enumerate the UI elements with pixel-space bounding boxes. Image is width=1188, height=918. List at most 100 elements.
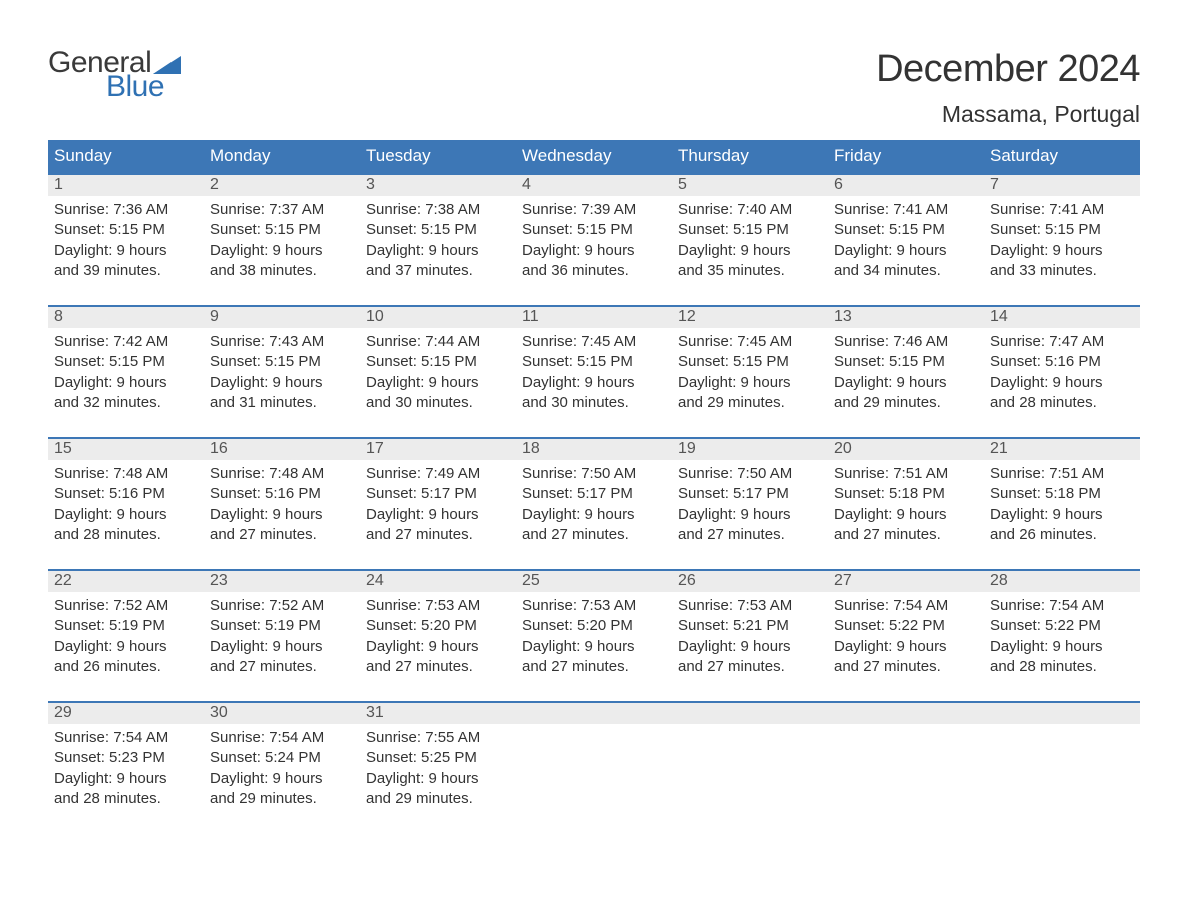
sunrise-text: Sunrise: 7:36 AM — [54, 200, 198, 220]
daylight-text-2: and 30 minutes. — [366, 393, 510, 413]
day-body: Sunrise: 7:54 AMSunset: 5:23 PMDaylight:… — [48, 724, 204, 813]
daylight-text-2: and 29 minutes. — [678, 393, 822, 413]
daylight-text-2: and 37 minutes. — [366, 261, 510, 281]
daylight-text-2: and 29 minutes. — [834, 393, 978, 413]
weekday-header: Monday — [204, 140, 360, 173]
sunset-text: Sunset: 5:15 PM — [54, 220, 198, 240]
day-number: 15 — [48, 439, 204, 460]
sunset-text: Sunset: 5:21 PM — [678, 616, 822, 636]
daylight-text-1: Daylight: 9 hours — [678, 373, 822, 393]
weeks-container: 1Sunrise: 7:36 AMSunset: 5:15 PMDaylight… — [48, 173, 1140, 815]
sunset-text: Sunset: 5:15 PM — [522, 352, 666, 372]
day-cell: 31Sunrise: 7:55 AMSunset: 5:25 PMDayligh… — [360, 703, 516, 815]
day-cell: 26Sunrise: 7:53 AMSunset: 5:21 PMDayligh… — [672, 571, 828, 683]
sunrise-text: Sunrise: 7:45 AM — [522, 332, 666, 352]
page-title: December 2024 — [876, 48, 1140, 91]
day-number — [516, 703, 672, 724]
day-body: Sunrise: 7:47 AMSunset: 5:16 PMDaylight:… — [984, 328, 1140, 417]
weekday-header-row: Sunday Monday Tuesday Wednesday Thursday… — [48, 140, 1140, 173]
day-number: 19 — [672, 439, 828, 460]
daylight-text-2: and 26 minutes. — [54, 657, 198, 677]
daylight-text-2: and 27 minutes. — [678, 525, 822, 545]
day-body: Sunrise: 7:53 AMSunset: 5:21 PMDaylight:… — [672, 592, 828, 681]
weekday-header: Thursday — [672, 140, 828, 173]
day-body: Sunrise: 7:37 AMSunset: 5:15 PMDaylight:… — [204, 196, 360, 285]
day-cell — [828, 703, 984, 815]
weekday-header: Friday — [828, 140, 984, 173]
day-body: Sunrise: 7:39 AMSunset: 5:15 PMDaylight:… — [516, 196, 672, 285]
sunrise-text: Sunrise: 7:40 AM — [678, 200, 822, 220]
day-body: Sunrise: 7:49 AMSunset: 5:17 PMDaylight:… — [360, 460, 516, 549]
daylight-text-2: and 27 minutes. — [834, 657, 978, 677]
sunset-text: Sunset: 5:22 PM — [834, 616, 978, 636]
day-body: Sunrise: 7:41 AMSunset: 5:15 PMDaylight:… — [984, 196, 1140, 285]
calendar: Sunday Monday Tuesday Wednesday Thursday… — [48, 140, 1140, 815]
sunrise-text: Sunrise: 7:53 AM — [522, 596, 666, 616]
day-number: 21 — [984, 439, 1140, 460]
day-number: 23 — [204, 571, 360, 592]
day-number: 11 — [516, 307, 672, 328]
day-cell: 5Sunrise: 7:40 AMSunset: 5:15 PMDaylight… — [672, 175, 828, 287]
day-body: Sunrise: 7:55 AMSunset: 5:25 PMDaylight:… — [360, 724, 516, 813]
day-cell: 19Sunrise: 7:50 AMSunset: 5:17 PMDayligh… — [672, 439, 828, 551]
sunset-text: Sunset: 5:17 PM — [366, 484, 510, 504]
day-number: 31 — [360, 703, 516, 724]
daylight-text-1: Daylight: 9 hours — [54, 637, 198, 657]
sunset-text: Sunset: 5:15 PM — [678, 352, 822, 372]
daylight-text-2: and 33 minutes. — [990, 261, 1134, 281]
day-cell: 9Sunrise: 7:43 AMSunset: 5:15 PMDaylight… — [204, 307, 360, 419]
daylight-text-1: Daylight: 9 hours — [54, 505, 198, 525]
daylight-text-2: and 31 minutes. — [210, 393, 354, 413]
sunset-text: Sunset: 5:15 PM — [210, 352, 354, 372]
sunset-text: Sunset: 5:15 PM — [834, 352, 978, 372]
daylight-text-2: and 27 minutes. — [834, 525, 978, 545]
daylight-text-1: Daylight: 9 hours — [210, 241, 354, 261]
day-body: Sunrise: 7:45 AMSunset: 5:15 PMDaylight:… — [672, 328, 828, 417]
sunset-text: Sunset: 5:15 PM — [366, 220, 510, 240]
day-number: 29 — [48, 703, 204, 724]
sunset-text: Sunset: 5:17 PM — [522, 484, 666, 504]
day-number: 1 — [48, 175, 204, 196]
sunset-text: Sunset: 5:15 PM — [990, 220, 1134, 240]
day-cell: 1Sunrise: 7:36 AMSunset: 5:15 PMDaylight… — [48, 175, 204, 287]
daylight-text-1: Daylight: 9 hours — [54, 769, 198, 789]
day-body: Sunrise: 7:51 AMSunset: 5:18 PMDaylight:… — [828, 460, 984, 549]
day-cell: 3Sunrise: 7:38 AMSunset: 5:15 PMDaylight… — [360, 175, 516, 287]
daylight-text-2: and 34 minutes. — [834, 261, 978, 281]
day-cell: 17Sunrise: 7:49 AMSunset: 5:17 PMDayligh… — [360, 439, 516, 551]
day-number: 24 — [360, 571, 516, 592]
sunrise-text: Sunrise: 7:53 AM — [366, 596, 510, 616]
sunset-text: Sunset: 5:23 PM — [54, 748, 198, 768]
day-cell: 11Sunrise: 7:45 AMSunset: 5:15 PMDayligh… — [516, 307, 672, 419]
day-body: Sunrise: 7:45 AMSunset: 5:15 PMDaylight:… — [516, 328, 672, 417]
daylight-text-1: Daylight: 9 hours — [990, 373, 1134, 393]
day-number: 12 — [672, 307, 828, 328]
day-cell: 6Sunrise: 7:41 AMSunset: 5:15 PMDaylight… — [828, 175, 984, 287]
sunset-text: Sunset: 5:16 PM — [54, 484, 198, 504]
sunrise-text: Sunrise: 7:50 AM — [678, 464, 822, 484]
sunrise-text: Sunrise: 7:54 AM — [834, 596, 978, 616]
day-body: Sunrise: 7:46 AMSunset: 5:15 PMDaylight:… — [828, 328, 984, 417]
daylight-text-1: Daylight: 9 hours — [522, 505, 666, 525]
sunrise-text: Sunrise: 7:41 AM — [990, 200, 1134, 220]
day-number: 30 — [204, 703, 360, 724]
sunset-text: Sunset: 5:15 PM — [834, 220, 978, 240]
sunset-text: Sunset: 5:20 PM — [366, 616, 510, 636]
day-number — [828, 703, 984, 724]
daylight-text-1: Daylight: 9 hours — [366, 241, 510, 261]
daylight-text-1: Daylight: 9 hours — [678, 505, 822, 525]
daylight-text-2: and 27 minutes. — [210, 525, 354, 545]
day-number: 8 — [48, 307, 204, 328]
day-cell: 2Sunrise: 7:37 AMSunset: 5:15 PMDaylight… — [204, 175, 360, 287]
sunrise-text: Sunrise: 7:38 AM — [366, 200, 510, 220]
daylight-text-1: Daylight: 9 hours — [678, 637, 822, 657]
daylight-text-1: Daylight: 9 hours — [522, 637, 666, 657]
daylight-text-1: Daylight: 9 hours — [366, 637, 510, 657]
weekday-header: Tuesday — [360, 140, 516, 173]
daylight-text-2: and 27 minutes. — [522, 657, 666, 677]
day-cell: 12Sunrise: 7:45 AMSunset: 5:15 PMDayligh… — [672, 307, 828, 419]
sunset-text: Sunset: 5:19 PM — [54, 616, 198, 636]
daylight-text-1: Daylight: 9 hours — [366, 505, 510, 525]
daylight-text-1: Daylight: 9 hours — [210, 637, 354, 657]
day-number: 20 — [828, 439, 984, 460]
